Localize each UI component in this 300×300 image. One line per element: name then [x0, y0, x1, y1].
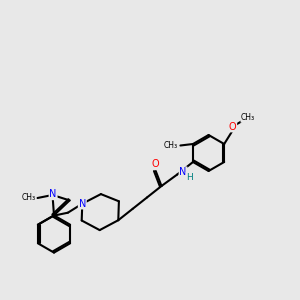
- Text: CH₃: CH₃: [164, 141, 178, 150]
- Text: N: N: [50, 189, 57, 200]
- Text: CH₃: CH₃: [21, 194, 36, 202]
- Text: CH₃: CH₃: [241, 113, 255, 122]
- Text: N: N: [79, 199, 86, 209]
- Text: N: N: [179, 167, 187, 177]
- Text: O: O: [151, 159, 159, 170]
- Text: H: H: [186, 172, 193, 182]
- Text: O: O: [229, 122, 236, 132]
